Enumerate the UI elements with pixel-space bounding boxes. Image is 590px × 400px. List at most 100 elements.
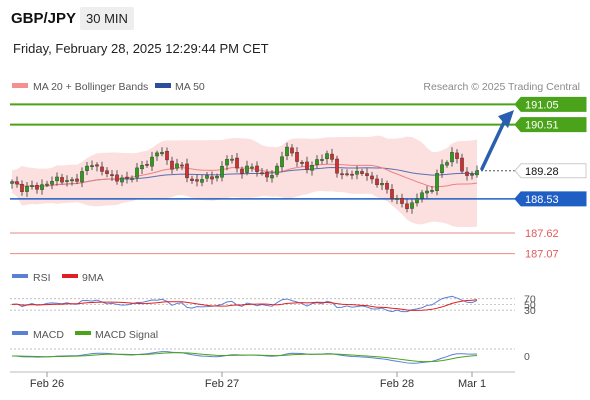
candle-body <box>385 183 389 190</box>
candle <box>195 174 199 187</box>
candle <box>35 182 39 194</box>
price-tag-box <box>514 163 587 179</box>
candle-body <box>400 198 404 204</box>
candle <box>335 155 339 178</box>
candle <box>310 161 314 176</box>
candle-body <box>440 164 444 174</box>
candle <box>290 144 294 157</box>
candle <box>245 160 249 176</box>
candle <box>130 175 134 183</box>
price-tag-label: 190.51 <box>525 120 559 132</box>
candle <box>260 167 264 176</box>
ma20-legend-label: MA 20 + Bollinger Bands <box>33 81 148 93</box>
macd-signal-legend-swatch <box>75 331 91 335</box>
candle-body <box>140 165 144 170</box>
candle-body <box>395 198 399 200</box>
candle-body <box>95 164 99 167</box>
candle <box>410 199 414 214</box>
candle <box>85 161 89 176</box>
rsi-level-label: 50 <box>524 299 536 311</box>
candle-body <box>145 164 149 166</box>
candle <box>150 151 154 171</box>
candle-body <box>445 162 449 166</box>
candle-body <box>235 157 239 169</box>
candle <box>275 163 279 178</box>
price-tag-box <box>514 96 587 112</box>
macd-zero-label: 0 <box>524 351 530 363</box>
candle <box>185 158 189 183</box>
candle-body <box>455 152 459 159</box>
nine-ma-legend-swatch <box>62 274 78 278</box>
candle-body <box>45 183 49 186</box>
candle <box>20 180 24 196</box>
candle <box>25 181 29 197</box>
candle-body <box>215 175 219 179</box>
macd-legend-label: MACD <box>33 329 64 341</box>
candle <box>380 178 384 191</box>
x-tick-label: Mar 1 <box>458 378 486 390</box>
timeframe-badge[interactable]: 30 MIN <box>80 7 134 30</box>
macd-legend-swatch <box>12 331 28 335</box>
candle <box>175 158 179 171</box>
candle <box>120 174 124 187</box>
candle <box>230 155 234 164</box>
candle-body <box>310 165 314 171</box>
rsi-legend-swatch <box>12 274 28 278</box>
candle <box>40 179 44 195</box>
rsi-9ma-line <box>11 299 478 311</box>
candle <box>435 169 439 196</box>
candle-body <box>375 178 379 186</box>
candle-body <box>200 179 204 183</box>
candle <box>415 193 419 207</box>
candle-body <box>465 171 469 176</box>
candle <box>460 153 464 174</box>
candle <box>80 167 84 188</box>
candle-body <box>255 165 259 172</box>
candle <box>330 148 334 163</box>
candle-body <box>160 152 164 155</box>
candle <box>365 168 369 181</box>
candle <box>215 173 219 182</box>
rsi-level-label: 70 <box>524 294 536 306</box>
bollinger-band-area <box>12 135 477 227</box>
candle <box>445 160 449 168</box>
candle <box>450 147 454 167</box>
candle <box>45 180 49 188</box>
price-tag-box <box>514 191 587 207</box>
candle-body <box>135 167 139 178</box>
candle-body <box>125 176 129 179</box>
candle-body <box>185 163 189 179</box>
candle <box>355 165 359 180</box>
candle-body <box>320 159 324 161</box>
candle <box>325 150 329 165</box>
price-tag-label: 187.07 <box>525 249 559 261</box>
candle-body <box>10 181 14 184</box>
candle <box>265 169 269 183</box>
candle-body <box>90 165 94 167</box>
candle <box>295 147 299 167</box>
candle <box>170 156 174 174</box>
candle-body <box>295 152 299 162</box>
candle <box>280 151 284 173</box>
macd-panel: 0 <box>10 348 530 364</box>
candle-body <box>390 189 394 200</box>
candle <box>470 171 474 180</box>
rsi-legend-label: RSI <box>33 272 51 284</box>
candle <box>220 161 224 182</box>
candle <box>320 154 324 165</box>
candle-body <box>80 171 84 183</box>
x-tick-label: Feb 28 <box>380 378 414 390</box>
candle-body <box>50 181 54 185</box>
price-tag-187-07: 187.07 <box>525 249 559 261</box>
candle-body <box>150 156 154 167</box>
candle-body <box>35 185 39 190</box>
candle-body <box>205 175 209 179</box>
candle-body <box>430 190 434 192</box>
candle-body <box>230 158 234 161</box>
candle-body <box>75 178 79 182</box>
candle-body <box>85 165 89 171</box>
candle <box>235 152 239 173</box>
candle-body <box>290 147 294 154</box>
